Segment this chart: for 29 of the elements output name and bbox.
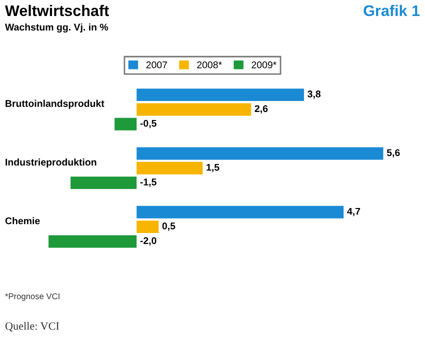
data-label: 0,5 [162,222,176,231]
data-label: 2,6 [254,105,268,114]
text: *Prognose VCI [5,293,60,301]
data-label: 4,7 [347,208,360,216]
data-label: -0,5 [140,120,156,128]
data-label: 3,8 [308,90,321,99]
chart-title: Weltwirtschaft [5,4,109,16]
bar [48,235,137,248]
chart-subtitle: Wachstum gg. Vj. in % [5,23,108,33]
legend-label: 2009* [252,61,276,68]
bar [136,206,344,218]
data-label: 1,5 [206,164,220,172]
bar [70,176,137,190]
data-label: -1,5 [140,178,156,187]
bar [114,118,137,130]
bar [136,220,159,234]
data-label: -2,0 [140,237,156,246]
bar [136,103,252,116]
y-tick-label: Bruttoinlandsprodukt [6,100,104,109]
bar [136,88,304,102]
text: Grafik 1 [364,4,420,16]
bar [136,162,203,174]
bar [136,147,384,160]
data-label: 5,6 [386,149,400,158]
legend-label: 2008* [197,61,222,68]
y-tick-label: Industrieproduktion [6,158,96,168]
source-note: Quelle: VCI [5,322,60,332]
legend-label: 2007 [146,61,167,68]
y-tick-label: Chemie [5,217,40,224]
